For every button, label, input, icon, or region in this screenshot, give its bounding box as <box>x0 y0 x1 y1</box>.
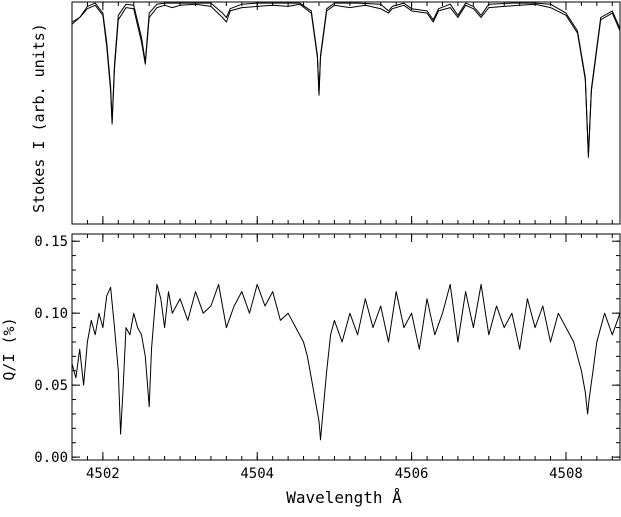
y-tick-label: 0.15 <box>34 234 68 250</box>
x-tick-label: 4504 <box>240 466 274 482</box>
x-tick-label: 4506 <box>395 466 429 482</box>
bottom-y-axis-label: Q/I (%) <box>0 317 18 380</box>
y-tick-label: 0.10 <box>34 306 68 322</box>
bottom-panel: 4502 4504 4506 4508 0.00 0.05 0.10 0.15 <box>34 233 621 482</box>
y-tick-label: 0.00 <box>34 450 68 466</box>
x-tick-label: 4502 <box>86 466 120 482</box>
top-panel <box>71 1 621 225</box>
model-spectrum-line <box>71 2 621 156</box>
observed-spectrum-line <box>71 283 621 441</box>
top-y-axis-label: Stokes I (arb. units) <box>30 23 48 213</box>
observed-spectrum-line <box>71 3 621 158</box>
x-tick-label: 4508 <box>549 466 583 482</box>
y-tick-label: 0.05 <box>34 378 68 394</box>
plot-frame <box>71 1 621 225</box>
plot-frame <box>71 233 621 461</box>
x-axis-label: Wavelength Å <box>286 488 402 507</box>
